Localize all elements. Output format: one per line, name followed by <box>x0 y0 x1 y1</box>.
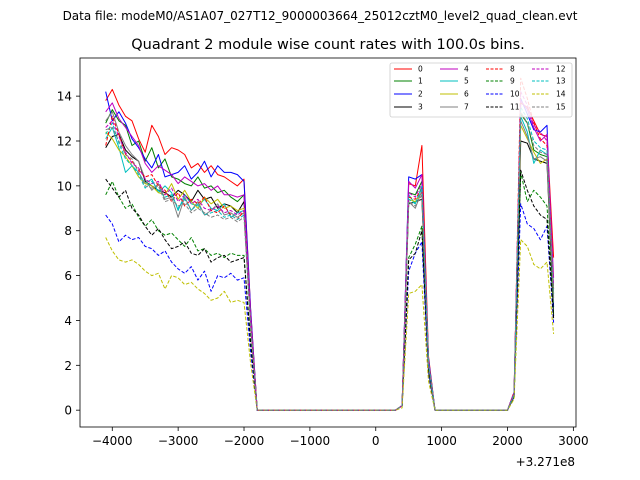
legend-label-14: 14 <box>556 90 566 99</box>
x-tick-label: 1000 <box>426 434 457 448</box>
legend-label-0: 0 <box>418 65 423 74</box>
legend-box <box>389 62 573 118</box>
x-tick-label: −4000 <box>92 434 133 448</box>
y-tick-label: 8 <box>64 224 72 238</box>
plot-background <box>80 58 576 427</box>
x-axis: −4000 −3000 −2000 −1000 0 1000 2000 3000 <box>92 427 589 448</box>
x-tick-label: 3000 <box>558 434 589 448</box>
chart-title: Quadrant 2 module wise count rates with … <box>131 37 525 53</box>
legend-label-11: 11 <box>510 103 520 112</box>
legend-label-2: 2 <box>418 90 423 99</box>
x-tick-label: −2000 <box>224 434 265 448</box>
y-tick-label: 2 <box>64 359 72 373</box>
x-tick-label: −1000 <box>290 434 331 448</box>
plot-area <box>79 57 577 428</box>
y-axis: 0 2 4 6 8 10 12 14 <box>57 90 80 418</box>
legend-label-3: 3 <box>418 103 423 112</box>
figure-suptitle: Data file: modeM0/AS1A07_027T12_90000036… <box>63 9 578 23</box>
y-tick-label: 10 <box>57 179 72 193</box>
y-tick-label: 0 <box>64 404 72 418</box>
y-tick-label: 4 <box>64 314 72 328</box>
legend-label-6: 6 <box>464 90 469 99</box>
legend-label-5: 5 <box>464 77 469 86</box>
x-tick-label: 0 <box>372 434 380 448</box>
y-tick-label: 14 <box>57 90 72 104</box>
legend-label-9: 9 <box>510 77 515 86</box>
y-tick-label: 6 <box>64 269 72 283</box>
legend-label-10: 10 <box>510 90 520 99</box>
legend-label-7: 7 <box>464 103 469 112</box>
x-offset-label: +3.271e8 <box>516 455 575 469</box>
legend-label-1: 1 <box>418 77 423 86</box>
y-tick-label: 12 <box>57 134 72 148</box>
series-line-15 <box>105 111 555 411</box>
legend-label-8: 8 <box>510 65 515 74</box>
legend-label-15: 15 <box>556 103 566 112</box>
x-tick-label: 2000 <box>492 434 523 448</box>
series-layer <box>105 77 555 411</box>
legend-label-4: 4 <box>464 65 469 74</box>
plot-frame <box>79 57 577 428</box>
legend-label-12: 12 <box>556 65 566 74</box>
legend-label-13: 13 <box>556 77 566 86</box>
x-tick-label: −3000 <box>158 434 199 448</box>
